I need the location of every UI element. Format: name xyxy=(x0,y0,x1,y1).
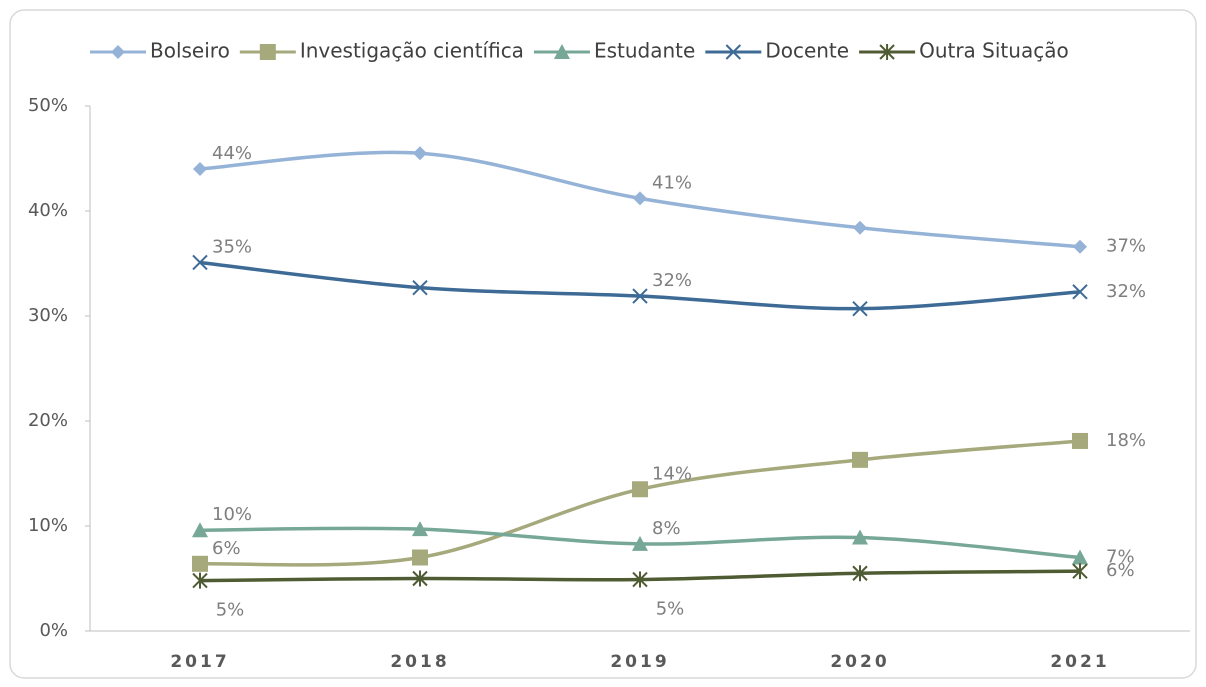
legend-label: Bolseiro xyxy=(150,39,230,63)
marker xyxy=(1073,239,1087,254)
marker-shape xyxy=(193,162,207,176)
marker-shape xyxy=(632,288,648,304)
marker-shape xyxy=(553,44,570,59)
marker xyxy=(192,254,208,271)
marker xyxy=(412,549,428,566)
marker-shape xyxy=(852,451,868,468)
marker xyxy=(633,191,647,206)
data-label: 18% xyxy=(1106,430,1146,451)
marker-shape xyxy=(1072,432,1088,449)
marker-shape xyxy=(412,279,428,296)
marker-shape xyxy=(192,572,208,589)
marker-shape xyxy=(1072,284,1088,300)
marker-shape xyxy=(633,191,647,206)
marker xyxy=(632,288,648,304)
marker xyxy=(413,146,427,161)
marker xyxy=(1072,432,1088,449)
marker xyxy=(879,44,895,60)
marker xyxy=(412,279,428,296)
data-label: 32% xyxy=(1106,281,1146,302)
marker xyxy=(111,45,125,59)
marker-shape xyxy=(725,44,742,60)
legend-label: Outra Situação xyxy=(919,39,1069,63)
data-label: 37% xyxy=(1106,236,1146,257)
marker-shape xyxy=(412,521,428,537)
marker-shape xyxy=(412,570,428,587)
data-label: 5% xyxy=(656,599,685,620)
data-label: 35% xyxy=(212,236,252,257)
legend-label: Investigação científica xyxy=(300,39,524,63)
legend-label: Estudante xyxy=(594,39,695,63)
marker xyxy=(725,44,742,60)
marker-shape xyxy=(852,565,868,582)
x-tick-label: 2019 xyxy=(610,652,669,672)
y-tick-label: 10% xyxy=(28,515,68,536)
marker xyxy=(852,451,868,468)
marker xyxy=(1072,549,1088,565)
marker-shape xyxy=(1072,563,1088,580)
data-label: 6% xyxy=(212,538,241,559)
data-label: 5% xyxy=(216,600,245,621)
marker-shape xyxy=(632,571,648,588)
marker xyxy=(632,571,648,588)
x-tick-label: 2020 xyxy=(830,652,889,672)
y-tick-label: 20% xyxy=(28,410,68,431)
marker xyxy=(192,572,208,589)
x-tick-label: 2021 xyxy=(1050,652,1109,672)
data-label: 41% xyxy=(652,172,692,193)
data-label: 6% xyxy=(1106,560,1135,581)
data-label: 10% xyxy=(212,504,252,525)
marker-shape xyxy=(111,45,125,59)
marker-shape xyxy=(192,555,208,572)
marker-shape xyxy=(632,535,648,551)
marker-shape xyxy=(852,300,868,317)
marker xyxy=(259,44,276,60)
marker-shape xyxy=(413,146,427,161)
marker xyxy=(192,555,208,572)
data-label: 7% xyxy=(1106,547,1135,568)
marker-shape xyxy=(1072,549,1088,565)
marker-shape xyxy=(259,44,276,60)
marker-shape xyxy=(853,220,867,235)
y-tick-label: 40% xyxy=(28,200,68,221)
data-label: 14% xyxy=(652,463,692,484)
marker xyxy=(632,481,648,498)
marker-shape xyxy=(1073,239,1087,254)
marker xyxy=(192,522,208,538)
data-label: 32% xyxy=(652,270,692,291)
marker xyxy=(193,162,207,176)
marker xyxy=(853,220,867,235)
y-tick-label: 30% xyxy=(28,305,68,326)
marker xyxy=(553,44,570,59)
x-tick-label: 2017 xyxy=(170,652,229,672)
marker xyxy=(1072,284,1088,300)
marker xyxy=(412,521,428,537)
legend-label: Docente xyxy=(765,39,849,63)
marker-shape xyxy=(632,481,648,498)
marker-shape xyxy=(192,522,208,538)
data-label: 44% xyxy=(212,143,252,164)
y-tick-label: 50% xyxy=(28,95,68,116)
chart-frame xyxy=(9,9,1197,679)
marker xyxy=(632,535,648,551)
data-label: 8% xyxy=(652,518,681,539)
marker xyxy=(852,565,868,582)
x-tick-label: 2018 xyxy=(390,652,449,672)
marker xyxy=(852,300,868,317)
marker xyxy=(1072,563,1088,580)
marker-shape xyxy=(879,44,895,60)
marker-shape xyxy=(412,549,428,566)
marker-shape xyxy=(852,529,868,545)
marker xyxy=(412,570,428,587)
marker xyxy=(852,529,868,545)
y-tick-label: 0% xyxy=(39,620,68,641)
marker-shape xyxy=(192,254,208,271)
